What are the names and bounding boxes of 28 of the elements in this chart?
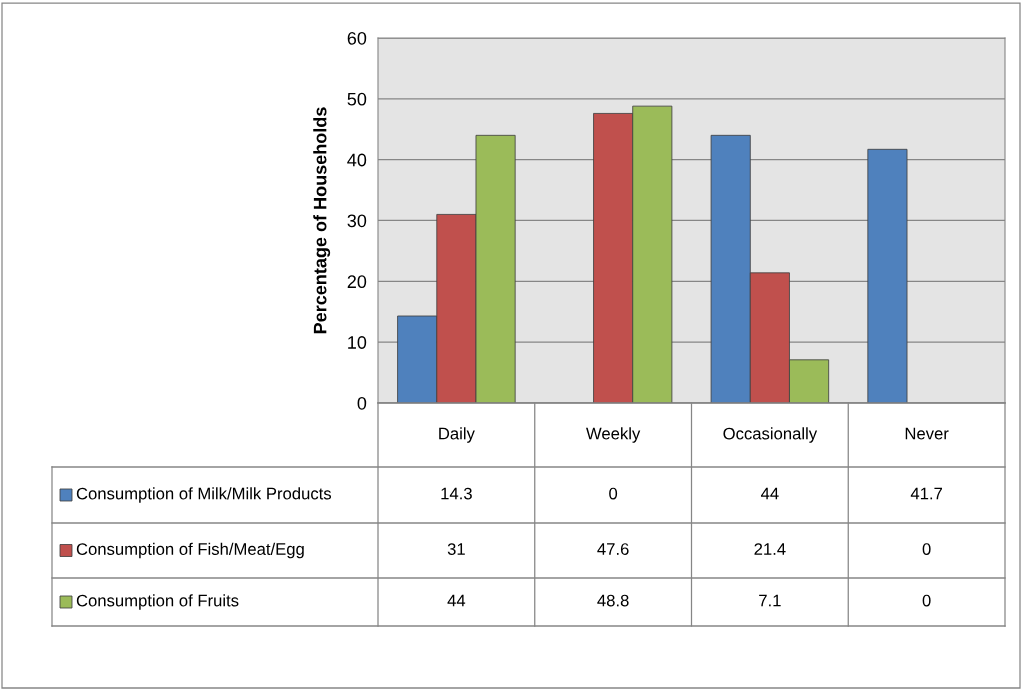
data-label: 14.3 (441, 487, 472, 500)
data-label: 7.1 (759, 594, 781, 607)
x-tick-label: Occasionally (723, 427, 818, 443)
x-tick-label: Never (905, 427, 949, 440)
data-label: 48.8 (597, 594, 629, 607)
x-tick-label: Daily (439, 427, 475, 443)
y-tick-label: 40 (347, 153, 367, 167)
data-label: 0 (609, 487, 618, 500)
y-tick-label: 50 (347, 92, 367, 106)
bar (867, 148, 908, 403)
y-tick-label: 30 (347, 214, 367, 228)
data-label: 31 (447, 543, 465, 555)
data-label: 41.7 (910, 487, 943, 500)
y-tick-label: 10 (348, 336, 367, 349)
data-label: 21.4 (754, 543, 786, 555)
data-label: 47.6 (597, 543, 629, 555)
legend-label: Consumption of Fish/Meat/Egg (76, 542, 304, 559)
y-axis-title: Percentage of Households (313, 107, 331, 334)
data-label: 44 (447, 594, 466, 607)
y-tick-label: 60 (347, 31, 367, 45)
y-tick-label: 0 (357, 396, 367, 410)
legend-label: Consumption of Fruits (76, 594, 239, 610)
y-tick-label: 20 (347, 275, 367, 289)
legend-label: Consumption of Milk/Milk Products (76, 487, 332, 503)
data-label: 0 (922, 594, 931, 607)
data-label: 44 (760, 487, 779, 500)
x-tick-label: Weekly (586, 427, 641, 443)
data-label: 0 (922, 543, 931, 555)
